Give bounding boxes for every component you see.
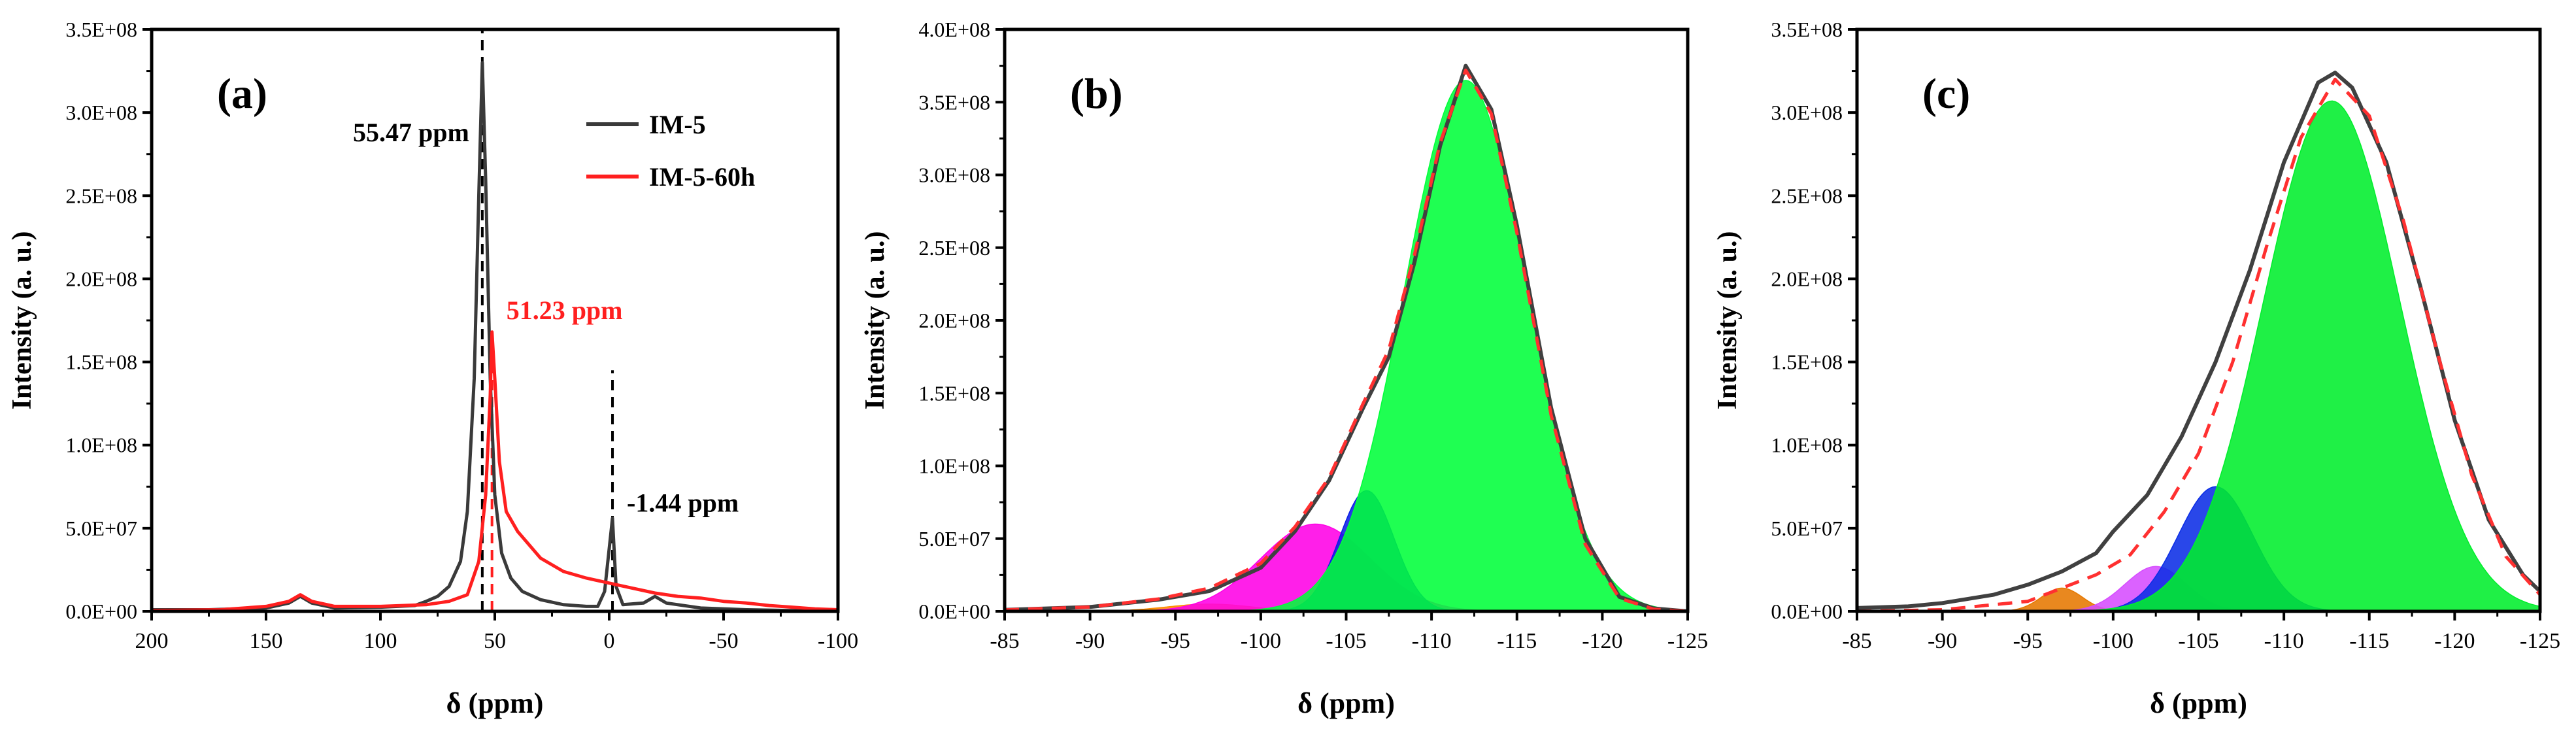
- panel-label: (a): [217, 70, 267, 118]
- y-axis-label: Intensity (a. u.): [1713, 231, 1743, 409]
- fitted-sum-line: [1005, 68, 1688, 611]
- x-tick-label: -85: [1842, 629, 1871, 653]
- experimental-envelope-line: [1857, 71, 2540, 610]
- y-tick-label: 5.0E+07: [918, 527, 990, 551]
- y-tick-label: 3.5E+08: [918, 90, 990, 114]
- x-tick-label: 100: [364, 629, 397, 653]
- experimental-envelope-line: [1005, 63, 1688, 611]
- x-tick-label: 200: [135, 629, 169, 653]
- y-tick-label: 3.5E+08: [65, 18, 137, 41]
- x-tick-label: 0: [604, 629, 615, 653]
- y-tick-label: 1.0E+08: [65, 434, 137, 457]
- y-tick-label: 2.5E+08: [918, 236, 990, 260]
- y-tick-label: 2.5E+08: [65, 184, 137, 207]
- x-tick-label: -125: [1667, 629, 1708, 653]
- y-axis-label: Intensity (a. u.): [7, 231, 37, 409]
- x-tick-label: -85: [990, 629, 1019, 653]
- panel-a: 200 150 100 50 0 -50 -100 0.0E+00 5.0E+07 1.0E+08…: [7, 18, 858, 719]
- panel-label: (c): [1922, 70, 1970, 118]
- y-tick-label: 1.5E+08: [1771, 350, 1843, 374]
- panel-c: -85 -90 -95 -100 -105 -110 -115 -120 -125 0.0E+00…: [1713, 18, 2560, 719]
- x-tick-label: -100: [818, 629, 858, 653]
- x-axis-label: δ (ppm): [1297, 687, 1395, 719]
- series-line-im-5: [152, 61, 838, 611]
- x-tick-label: 150: [250, 629, 283, 653]
- x-tick-label: -115: [2349, 629, 2389, 653]
- x-tick-label: 50: [484, 629, 506, 653]
- fitted-sum-line: [1857, 77, 2540, 611]
- x-tick-label: -95: [1161, 629, 1190, 653]
- peak-annotation: -1.44 ppm: [627, 488, 739, 518]
- x-axis-label: δ (ppm): [2150, 687, 2247, 719]
- peak-annotation: 55.47 ppm: [353, 118, 469, 147]
- y-tick-label: 1.0E+08: [918, 454, 990, 478]
- y-tick-label: 3.0E+08: [918, 163, 990, 187]
- legend-label: IM-5: [649, 110, 706, 139]
- panel-label: (b): [1070, 70, 1123, 118]
- x-tick-label: -90: [1075, 629, 1105, 653]
- y-tick-label: 0.0E+00: [65, 600, 137, 623]
- y-tick-label: 0.0E+00: [1771, 600, 1843, 623]
- y-tick-label: 0.0E+00: [918, 600, 990, 623]
- x-tick-label: -95: [2013, 629, 2043, 653]
- component-peak-q4: [1857, 100, 2540, 611]
- x-tick-label: -125: [2520, 629, 2560, 653]
- peak-annotation: 51.23 ppm: [507, 296, 623, 325]
- x-axis-label: δ (ppm): [446, 687, 544, 719]
- y-tick-label: 1.5E+08: [918, 381, 990, 405]
- y-tick-label: 1.0E+08: [1771, 434, 1843, 457]
- plot-area: [1005, 63, 1688, 611]
- y-tick-label: 1.5E+08: [65, 350, 137, 374]
- y-tick-label: 4.0E+08: [918, 18, 990, 41]
- y-tick-label: 2.0E+08: [918, 309, 990, 332]
- y-tick-label: 5.0E+07: [1771, 517, 1843, 540]
- y-tick-label: 3.0E+08: [1771, 101, 1843, 124]
- plot-area: [152, 29, 838, 611]
- x-tick-label: -100: [2093, 629, 2133, 653]
- legend-label: IM-5-60h: [649, 162, 755, 192]
- x-tick-label: -100: [1241, 629, 1281, 653]
- x-tick-label: -110: [1412, 629, 1452, 653]
- y-tick-label: 2.5E+08: [1771, 184, 1843, 207]
- plot-area: [1857, 71, 2540, 611]
- y-tick-label: 2.0E+08: [1771, 267, 1843, 290]
- y-tick-label: 3.0E+08: [65, 101, 137, 124]
- panel-b: -85 -90 -95 -100 -105 -110 -115 -120 -125 0.0E+00…: [860, 18, 1708, 719]
- x-tick-label: -50: [709, 629, 738, 653]
- x-tick-label: -105: [2178, 629, 2218, 653]
- y-tick-label: 2.0E+08: [65, 267, 137, 290]
- x-tick-label: -105: [1326, 629, 1366, 653]
- x-tick-label: -110: [2264, 629, 2304, 653]
- y-tick-label: 3.5E+08: [1771, 18, 1843, 41]
- x-tick-label: -115: [1497, 629, 1537, 653]
- x-tick-label: -90: [1928, 629, 1957, 653]
- series-line-im-5-60h: [152, 330, 838, 611]
- x-tick-label: -120: [2434, 629, 2475, 653]
- x-tick-label: -120: [1582, 629, 1622, 653]
- y-tick-label: 5.0E+07: [65, 517, 137, 540]
- y-axis-label: Intensity (a. u.): [860, 231, 890, 409]
